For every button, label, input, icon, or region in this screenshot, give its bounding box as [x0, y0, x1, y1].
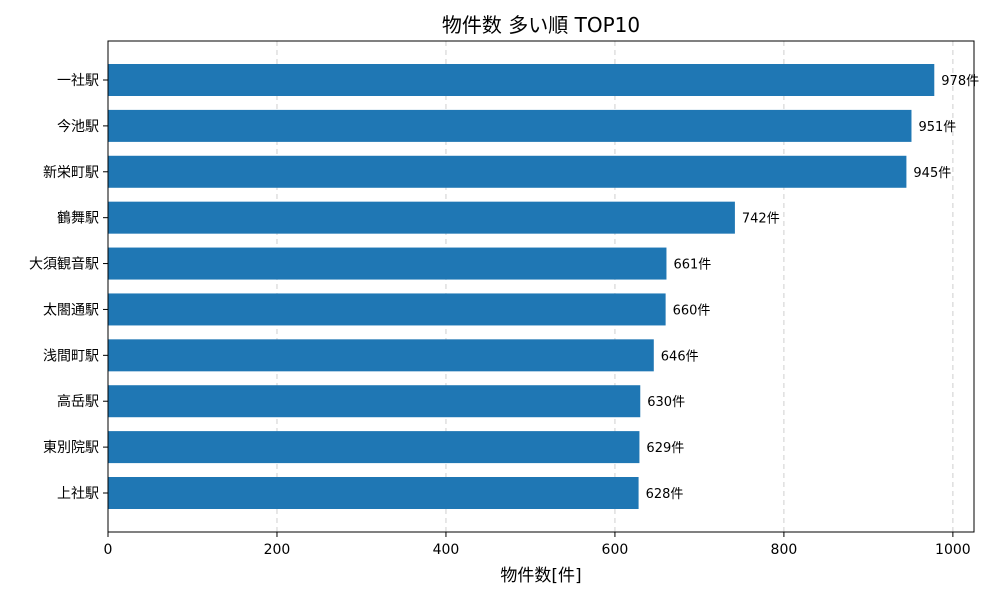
- data-label-7: 630件: [647, 395, 685, 410]
- data-label-9: 628件: [646, 487, 684, 502]
- y-tick-label-6: 浅間町駅: [43, 348, 99, 364]
- plot-frame: [107, 40, 975, 533]
- data-label-0: 978件: [941, 74, 979, 89]
- data-label-6: 646件: [661, 349, 699, 364]
- x-axis-title: 物件数[件]: [500, 566, 581, 586]
- data-label-4: 661件: [673, 258, 711, 273]
- y-tick-label-0: 一社駅: [57, 73, 99, 89]
- y-tick-label-9: 上社駅: [57, 486, 99, 502]
- x-axis: 0 200 400 600 800 1000: [104, 532, 971, 558]
- chart-title: 物件数 多い順 TOP10: [442, 13, 640, 37]
- x-tick-label-1: 200: [264, 542, 291, 558]
- y-tick-label-5: 太閤通駅: [43, 302, 99, 318]
- bar-5: [108, 293, 666, 326]
- bar-7: [108, 385, 641, 418]
- x-tick-label-3: 600: [602, 542, 629, 558]
- data-label-5: 660件: [673, 303, 711, 318]
- bar-4: [108, 247, 667, 280]
- y-tick-label-2: 新栄町駅: [43, 165, 99, 181]
- y-tick-label-8: 東別院駅: [43, 440, 99, 456]
- bar-1: [108, 109, 912, 142]
- bar-9: [108, 477, 639, 509]
- bar-2: [108, 155, 907, 188]
- bars: [108, 64, 935, 509]
- y-tick-label-1: 今池駅: [57, 119, 99, 135]
- data-label-1: 951件: [918, 120, 956, 135]
- bar-8: [108, 431, 640, 464]
- x-tick-label-4: 800: [771, 542, 798, 558]
- y-tick-label-7: 高岳駅: [57, 393, 99, 410]
- bar-0: [108, 64, 935, 96]
- bar-3: [108, 201, 735, 234]
- data-label-3: 742件: [742, 212, 780, 227]
- x-tick-label-5: 1000: [935, 542, 971, 558]
- y-tick-label-4: 大須観音駅: [29, 256, 99, 273]
- bar-6: [108, 339, 654, 372]
- data-label-8: 629件: [646, 441, 684, 456]
- x-tick-label-0: 0: [104, 542, 113, 558]
- x-tick-label-2: 400: [433, 542, 460, 558]
- y-tick-label-3: 鶴舞駅: [57, 210, 99, 227]
- data-labels: 978件 951件 945件 742件 661件 660件 646件 630件 629件 628件: [646, 74, 980, 502]
- data-label-2: 945件: [913, 166, 951, 181]
